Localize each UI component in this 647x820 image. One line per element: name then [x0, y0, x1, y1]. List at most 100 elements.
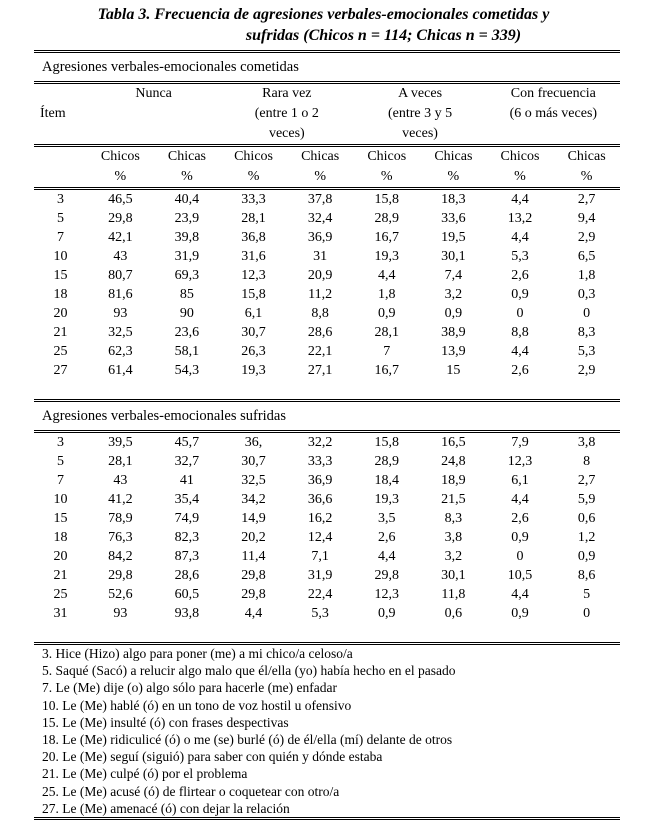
- cell: 0,9: [511, 287, 529, 302]
- cell: 32,5: [108, 325, 133, 340]
- cell: 33,3: [307, 454, 333, 469]
- table-row: 21 29,8 28,6 29,8 31,9 29,8 30,1 10,5 8,6: [34, 566, 620, 585]
- cell: 14,9: [241, 511, 266, 526]
- cell: 84,2: [108, 549, 133, 564]
- cell: 32,5: [241, 473, 266, 488]
- cell: 36,9: [307, 230, 333, 245]
- cell: 6,1: [244, 306, 263, 321]
- cell: 6,1: [511, 473, 529, 488]
- cell: 27,1: [307, 363, 333, 378]
- cell: 62,3: [108, 344, 133, 359]
- cell: 3,8: [577, 435, 596, 450]
- cell: 4,4: [244, 606, 263, 621]
- cell: 29,8: [374, 568, 400, 583]
- item-number: 18: [53, 530, 68, 545]
- cell: 2,9: [577, 363, 596, 378]
- cell: 54,3: [174, 363, 200, 378]
- cell: 90: [179, 306, 194, 321]
- cell: 7,1: [311, 549, 329, 564]
- cell: 41: [179, 473, 194, 488]
- frequency-table: Agresiones verbales-emocionales cometida…: [34, 50, 620, 820]
- cell: 82,3: [174, 530, 200, 545]
- item-number: 31: [53, 606, 68, 621]
- cell: 60,5: [174, 587, 200, 602]
- cell: 16,7: [374, 363, 400, 378]
- cell: 0: [583, 606, 591, 621]
- cell: 39,5: [108, 435, 133, 450]
- cell: 1,8: [378, 287, 396, 302]
- cell: 2,6: [378, 530, 396, 545]
- cell: 0,9: [378, 606, 396, 621]
- title-line-1: Tabla 3. Frecuencia de agresiones verbal…: [97, 6, 550, 23]
- cell: 30,1: [441, 249, 466, 264]
- cell: 33,6: [441, 211, 466, 226]
- cell: 0,3: [577, 287, 596, 302]
- cell: 28,1: [374, 325, 400, 340]
- cell: 23,6: [174, 325, 200, 340]
- cell: 3,2: [444, 287, 463, 302]
- cell: 16,2: [307, 511, 333, 526]
- cell: 28,1: [241, 211, 266, 226]
- item-number: 7: [57, 230, 64, 245]
- cell: 43: [113, 473, 128, 488]
- cell: 28,1: [108, 454, 133, 469]
- cell: 0: [516, 549, 524, 564]
- cell: 37,8: [307, 192, 333, 207]
- table-row: 31 93 93,8 4,4 5,3 0,9 0,6 0,9 0: [34, 604, 620, 623]
- cell: 28,9: [374, 211, 400, 226]
- section-label: Agresiones verbales-emocionales cometida…: [42, 59, 299, 75]
- table-row: 10 41,2 35,4 34,2 36,6 19,3 21,5 4,4 5,9: [34, 490, 620, 509]
- cell: 31,6: [241, 249, 266, 264]
- cell: 0,9: [511, 606, 529, 621]
- cell: 46,5: [108, 192, 133, 207]
- cell: 29,8: [108, 211, 133, 226]
- item-number: 10: [53, 249, 68, 264]
- subheader: Chicos%: [234, 149, 273, 184]
- cell: 93,8: [174, 606, 200, 621]
- footnote: 7. Le (Me) dije (o) algo sólo para hacer…: [42, 680, 337, 696]
- item-number: 5: [57, 211, 64, 226]
- footnote: 21. Le (Me) culpé (ó) por el problema: [42, 766, 248, 782]
- item-number: 15: [53, 268, 68, 283]
- table-row: 5 29,8 23,9 28,1 32,4 28,9 33,6 13,2 9,4: [34, 209, 620, 228]
- table-row: 27 61,4 54,3 19,3 27,1 16,7 15 2,6 2,9: [34, 361, 620, 380]
- footnote: 25. Le (Me) acusé (ó) de flirtear o coqu…: [42, 783, 340, 799]
- title-line-2: sufridas (Chicos n = 114; Chicas n = 339…: [245, 27, 522, 44]
- cell: 61,4: [108, 363, 133, 378]
- table-row: 10 43 31,9 31,6 31 19,3 30,1 5,3 6,5: [34, 247, 620, 266]
- cell: 21,5: [441, 492, 466, 507]
- cell: 93: [113, 306, 128, 321]
- cell: 0,6: [577, 511, 596, 526]
- cell: 6,5: [577, 249, 596, 264]
- cell: 7: [383, 344, 391, 359]
- cell: 31: [313, 249, 328, 264]
- cell: 24,8: [441, 454, 466, 469]
- cell: 30,1: [441, 568, 466, 583]
- section-label: Agresiones verbales-emocionales sufridas: [42, 408, 287, 424]
- subheader: Chicos%: [367, 149, 407, 184]
- cell: 80,7: [108, 268, 133, 283]
- cell: 19,3: [241, 363, 266, 378]
- cell: 87,3: [174, 549, 200, 564]
- cell: 34,2: [241, 492, 266, 507]
- table-row: 15 78,9 74,9 14,9 16,2 3,5 8,3 2,6 0,6: [34, 509, 620, 528]
- cell: 29,8: [241, 587, 266, 602]
- cell: 28,9: [374, 454, 400, 469]
- cell: 2,9: [577, 230, 596, 245]
- table-row: 25 52,6 60,5 29,8 22,4 12,3 11,8 4,4 5: [34, 585, 620, 604]
- cell: 19,3: [374, 249, 400, 264]
- cell: 4,4: [511, 587, 529, 602]
- item-number: 25: [53, 587, 68, 602]
- cell: 10,5: [507, 568, 533, 583]
- item-number: 21: [53, 568, 68, 583]
- footnote: 10. Le (Me) hablé (ó) en un tono de voz …: [42, 697, 352, 713]
- item-number: 21: [53, 325, 68, 340]
- cell: 0: [583, 306, 591, 321]
- cell: 29,8: [108, 568, 133, 583]
- cell: 42,1: [108, 230, 133, 245]
- cell: 13,9: [441, 344, 466, 359]
- group-header: Rara vez (entre 1 o 2 veces): [254, 86, 319, 141]
- cell: 31,9: [174, 249, 200, 264]
- group-header: Nunca: [135, 86, 172, 101]
- cell: 16,5: [441, 435, 466, 450]
